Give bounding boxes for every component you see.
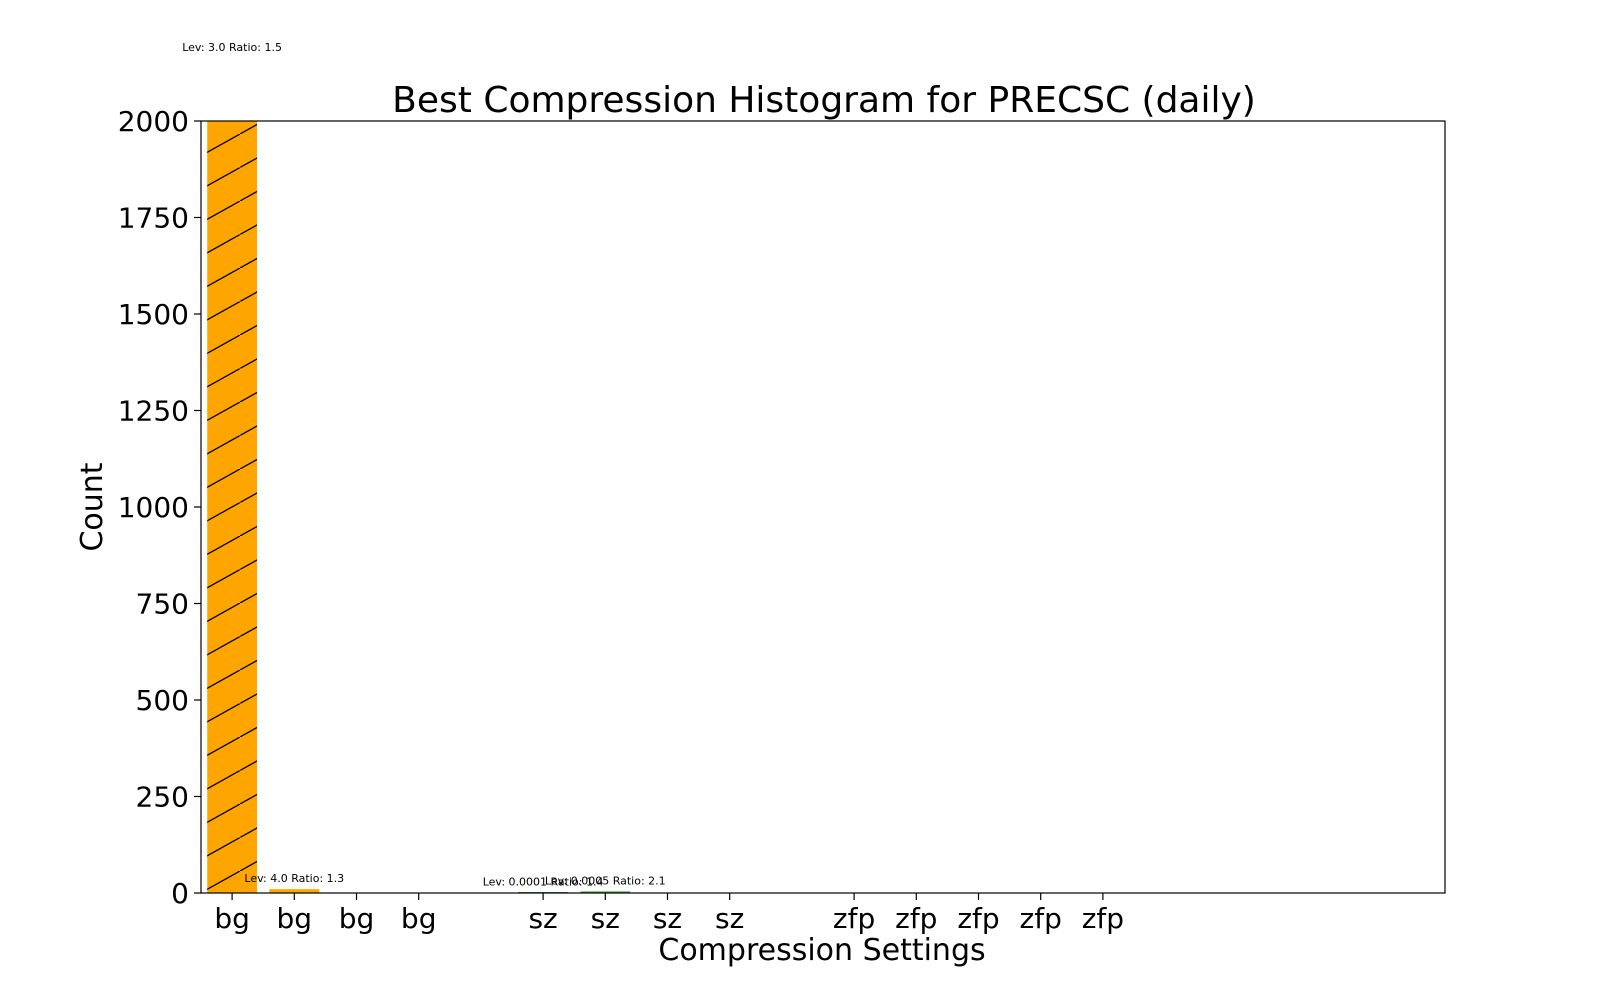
x-tick-label: zfp [957,902,999,935]
bars-group [207,121,631,893]
x-tick-label: sz [591,902,620,935]
bar-annotation: Lev: 0.0001 Ratio: 1.4 [483,876,604,889]
x-tick-label: zfp [833,902,875,935]
y-tick-label: 750 [136,588,189,621]
x-tick-label: sz [528,902,557,935]
chart-title: Best Compression Histogram for PRECSC (d… [392,80,1256,121]
y-axis-label: Count [75,462,110,551]
x-axis: bg bg bg bg sz sz sz sz zfp zfp zfp zfp zfp [214,893,1124,935]
y-tick-label: 1250 [118,395,189,428]
bar-annotation: Lev: 3.0 Ratio: 1.5 [182,41,282,54]
x-tick-label: sz [653,902,682,935]
y-tick-label: 500 [136,684,189,717]
x-tick-label: bg [214,902,250,935]
y-axis: 0 250 500 750 1000 1250 1500 1750 2000 [118,105,201,910]
bar-hatch-1 [207,121,257,893]
y-tick-label: 1500 [118,298,189,331]
x-tick-label: zfp [1020,902,1062,935]
bar-annotations: Lev: 3.0 Ratio: 1.5 Lev: 4.0 Ratio: 1.3 Le… [182,41,665,889]
y-tick-label: 250 [136,781,189,814]
y-tick-label: 1750 [118,202,189,235]
y-tick-label: 1000 [118,491,189,524]
x-tick-label: bg [339,902,375,935]
bar-bg-2 [269,889,320,893]
y-tick-label: 0 [171,877,189,910]
x-tick-label: bg [401,902,437,935]
y-tick-label: 2000 [118,105,189,138]
bar-sz-6 [580,891,631,893]
x-tick-label: zfp [895,902,937,935]
x-axis-label: Compression Settings [658,933,985,968]
bar-annotation: Lev: 0.0005 Ratio: 2.1 [545,874,666,887]
bar-annotation: Lev: 4.0 Ratio: 1.3 [244,872,344,885]
x-tick-label: zfp [1082,902,1124,935]
x-tick-label: sz [715,902,744,935]
x-tick-label: bg [277,902,313,935]
